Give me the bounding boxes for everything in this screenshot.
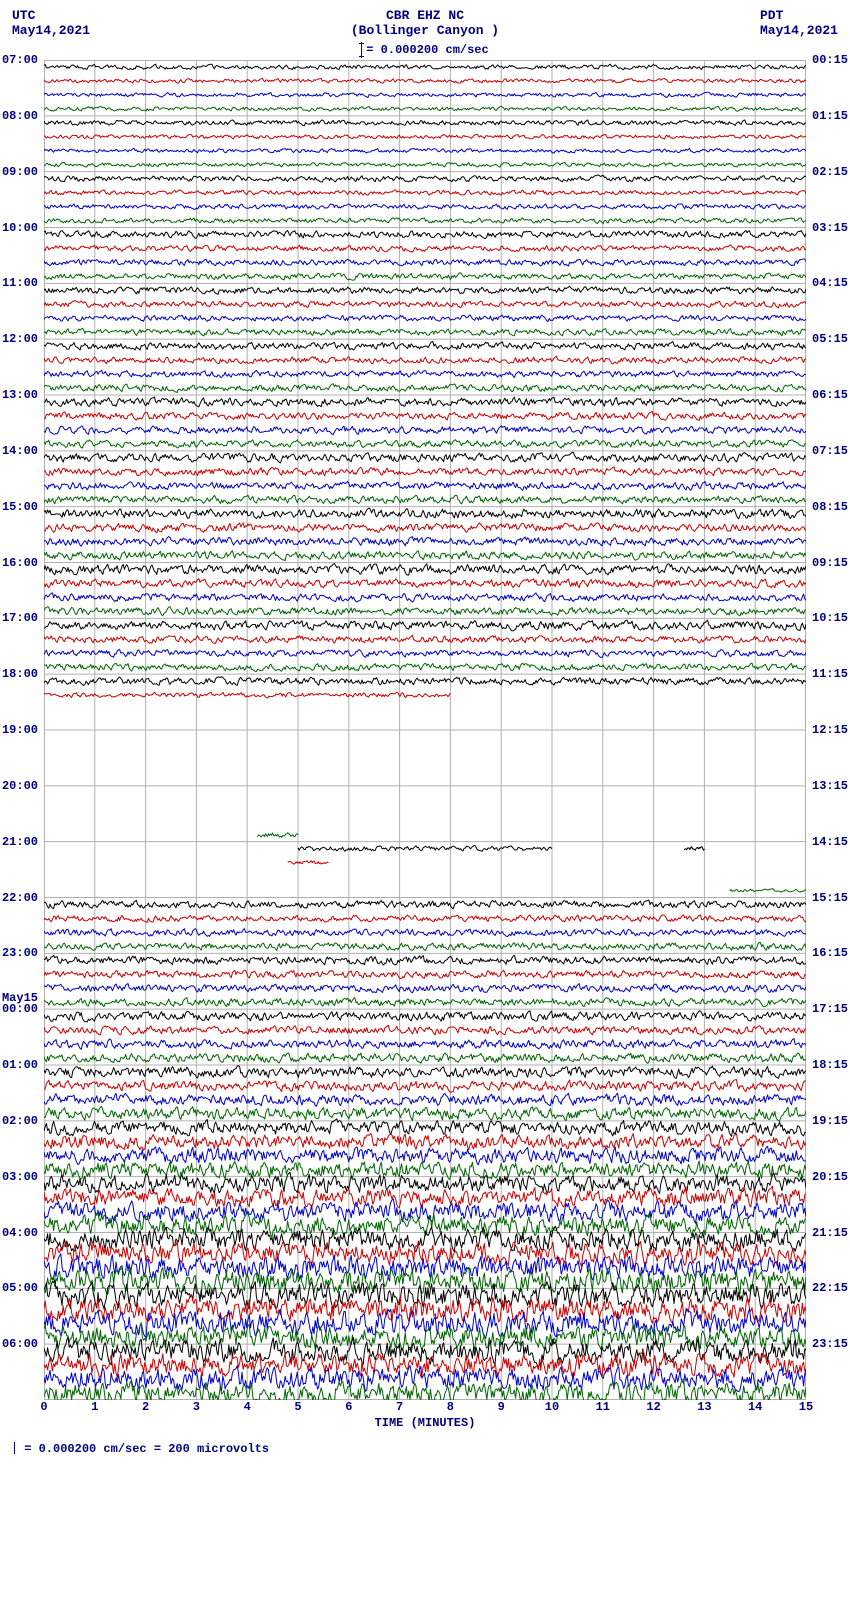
y-left-label: 17:00 bbox=[2, 611, 38, 625]
x-tick-label: 7 bbox=[396, 1400, 403, 1414]
x-tick-label: 2 bbox=[142, 1400, 149, 1414]
header-right: PDT May14,2021 bbox=[760, 8, 838, 38]
y-left-label: 21:00 bbox=[2, 835, 38, 849]
y-axis-right-labels: 00:1501:1502:1503:1504:1505:1506:1507:15… bbox=[810, 60, 850, 1400]
y-axis-left-labels: 07:0008:0009:0010:0011:0012:0013:0014:00… bbox=[0, 60, 40, 1400]
y-left-label: 00:00 bbox=[2, 1002, 38, 1016]
x-tick-label: 13 bbox=[697, 1400, 711, 1414]
y-left-label: 02:00 bbox=[2, 1114, 38, 1128]
station-label: CBR EHZ NC bbox=[351, 8, 499, 23]
y-left-label: 22:00 bbox=[2, 891, 38, 905]
y-left-label: 07:00 bbox=[2, 53, 38, 67]
y-right-label: 08:15 bbox=[812, 500, 848, 514]
y-right-label: 10:15 bbox=[812, 611, 848, 625]
y-right-label: 18:15 bbox=[812, 1058, 848, 1072]
scale-bar-icon bbox=[361, 42, 362, 58]
y-right-label: 20:15 bbox=[812, 1170, 848, 1184]
y-right-label: 02:15 bbox=[812, 165, 848, 179]
plot-area: 07:0008:0009:0010:0011:0012:0013:0014:00… bbox=[44, 60, 806, 1400]
utc-tz-label: UTC bbox=[12, 8, 90, 23]
y-right-label: 16:15 bbox=[812, 946, 848, 960]
footer-text: = 0.000200 cm/sec = 200 microvolts bbox=[24, 1442, 269, 1456]
y-right-label: 06:15 bbox=[812, 388, 848, 402]
y-right-label: 17:15 bbox=[812, 1002, 848, 1016]
footer-scale-bar-icon bbox=[14, 1442, 15, 1454]
x-tick-label: 11 bbox=[596, 1400, 610, 1414]
x-tick-label: 4 bbox=[244, 1400, 251, 1414]
x-tick-label: 8 bbox=[447, 1400, 454, 1414]
header: UTC May14,2021 CBR EHZ NC (Bollinger Can… bbox=[0, 0, 850, 60]
x-tick-label: 15 bbox=[799, 1400, 813, 1414]
seismogram-plot bbox=[44, 60, 806, 1400]
x-tick-label: 6 bbox=[345, 1400, 352, 1414]
y-right-label: 04:15 bbox=[812, 276, 848, 290]
y-left-label: 16:00 bbox=[2, 556, 38, 570]
y-right-label: 14:15 bbox=[812, 835, 848, 849]
scale-indicator: = 0.000200 cm/sec bbox=[351, 42, 499, 58]
y-left-label: 12:00 bbox=[2, 332, 38, 346]
y-right-label: 00:15 bbox=[812, 53, 848, 67]
y-left-label: 01:00 bbox=[2, 1058, 38, 1072]
x-tick-label: 14 bbox=[748, 1400, 762, 1414]
y-left-label: 06:00 bbox=[2, 1337, 38, 1351]
y-left-label: 08:00 bbox=[2, 109, 38, 123]
y-left-label: 04:00 bbox=[2, 1226, 38, 1240]
y-right-label: 07:15 bbox=[812, 444, 848, 458]
pdt-date-label: May14,2021 bbox=[760, 23, 838, 38]
y-left-label: 15:00 bbox=[2, 500, 38, 514]
y-left-label: 18:00 bbox=[2, 667, 38, 681]
y-left-label: 03:00 bbox=[2, 1170, 38, 1184]
location-label: (Bollinger Canyon ) bbox=[351, 23, 499, 38]
y-right-label: 05:15 bbox=[812, 332, 848, 346]
y-right-label: 09:15 bbox=[812, 556, 848, 570]
y-left-label: 19:00 bbox=[2, 723, 38, 737]
scale-text: = 0.000200 cm/sec bbox=[366, 43, 488, 57]
y-left-label: 10:00 bbox=[2, 221, 38, 235]
x-tick-label: 10 bbox=[545, 1400, 559, 1414]
y-left-label: 09:00 bbox=[2, 165, 38, 179]
y-right-label: 15:15 bbox=[812, 891, 848, 905]
x-tick-label: 12 bbox=[646, 1400, 660, 1414]
y-left-label: 05:00 bbox=[2, 1281, 38, 1295]
x-tick-label: 1 bbox=[91, 1400, 98, 1414]
y-left-label: 14:00 bbox=[2, 444, 38, 458]
header-center: CBR EHZ NC (Bollinger Canyon ) = 0.00020… bbox=[351, 8, 499, 58]
y-left-label: 20:00 bbox=[2, 779, 38, 793]
utc-date-label: May14,2021 bbox=[12, 23, 90, 38]
y-right-label: 21:15 bbox=[812, 1226, 848, 1240]
footer: = 0.000200 cm/sec = 200 microvolts bbox=[0, 1438, 850, 1468]
y-right-label: 11:15 bbox=[812, 667, 848, 681]
y-right-label: 22:15 bbox=[812, 1281, 848, 1295]
x-tick-label: 5 bbox=[294, 1400, 301, 1414]
y-right-label: 19:15 bbox=[812, 1114, 848, 1128]
header-left: UTC May14,2021 bbox=[12, 8, 90, 38]
seismogram-container: UTC May14,2021 CBR EHZ NC (Bollinger Can… bbox=[0, 0, 850, 1468]
y-left-label: 13:00 bbox=[2, 388, 38, 402]
x-axis-title: TIME (MINUTES) bbox=[0, 1416, 850, 1430]
x-tick-label: 9 bbox=[498, 1400, 505, 1414]
x-tick-label: 3 bbox=[193, 1400, 200, 1414]
x-tick-label: 0 bbox=[40, 1400, 47, 1414]
x-axis-labels: 0123456789101112131415 bbox=[44, 1400, 806, 1418]
pdt-tz-label: PDT bbox=[760, 8, 838, 23]
y-left-label: 11:00 bbox=[2, 276, 38, 290]
y-left-label: 23:00 bbox=[2, 946, 38, 960]
y-right-label: 13:15 bbox=[812, 779, 848, 793]
y-right-label: 03:15 bbox=[812, 221, 848, 235]
y-right-label: 12:15 bbox=[812, 723, 848, 737]
y-right-label: 23:15 bbox=[812, 1337, 848, 1351]
y-right-label: 01:15 bbox=[812, 109, 848, 123]
